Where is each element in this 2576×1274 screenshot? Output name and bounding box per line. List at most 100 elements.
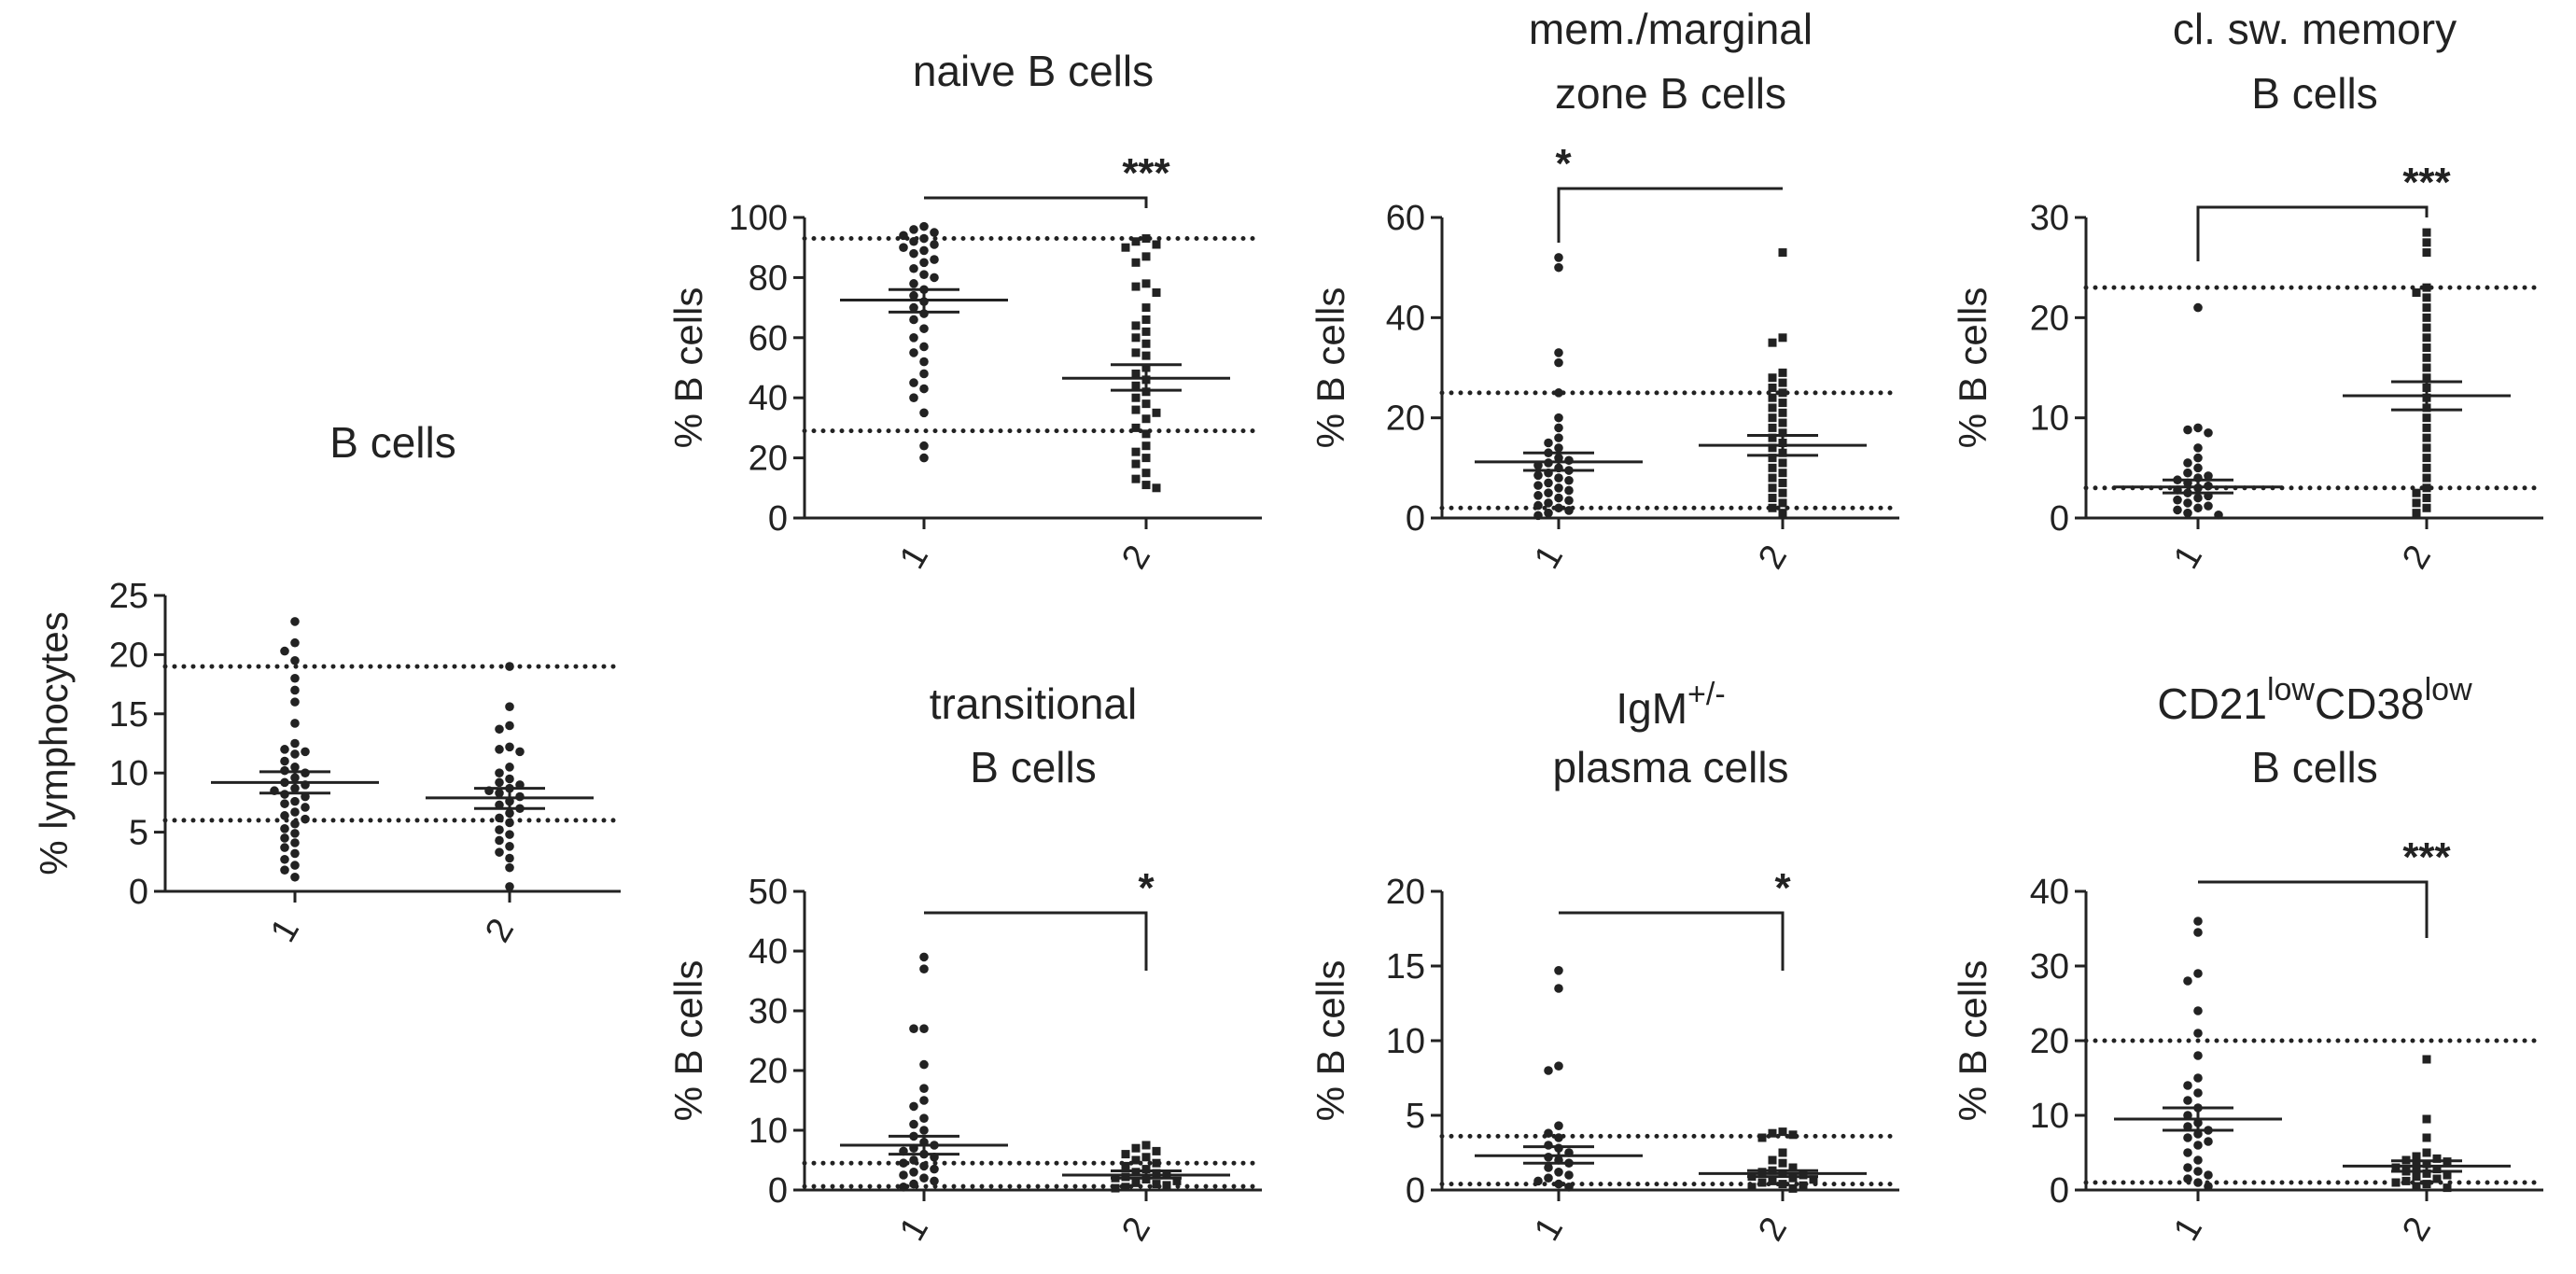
data-point (1533, 491, 1543, 500)
data-point (1778, 368, 1787, 377)
y-tick-label: 30 (749, 992, 788, 1031)
data-point (2204, 1137, 2213, 1146)
data-point (919, 964, 929, 973)
y-tick-label: 20 (1386, 873, 1425, 912)
data-point (280, 756, 289, 766)
x-tick-label: 1 (2166, 539, 2210, 575)
data-point (1554, 253, 1563, 262)
data-point (909, 393, 918, 403)
data-point (1788, 1163, 1798, 1172)
data-point (2193, 1178, 2203, 1187)
data-point (1141, 234, 1151, 244)
data-point (1141, 252, 1151, 261)
data-point (290, 655, 300, 665)
data-point (2422, 483, 2431, 493)
data-point (1141, 481, 1151, 490)
data-point (2193, 493, 2203, 503)
data-point (280, 646, 289, 656)
data-point (1778, 399, 1787, 408)
data-point (1747, 1183, 1757, 1192)
data-point (919, 1173, 929, 1183)
data-point (505, 853, 514, 863)
data-point (1131, 1143, 1141, 1153)
data-point (909, 378, 918, 387)
significance-bracket (1559, 911, 1785, 971)
data-point (505, 808, 514, 819)
data-point (2422, 454, 2431, 463)
data-point (2422, 443, 2431, 453)
data-point (1768, 473, 1777, 483)
data-point (495, 835, 504, 846)
data-point (919, 952, 929, 962)
data-point (2422, 363, 2431, 372)
data-point (1778, 378, 1787, 387)
data-point (2214, 510, 2223, 520)
data-point (2193, 1006, 2203, 1015)
data-point (1554, 262, 1563, 273)
data-point (1768, 454, 1777, 463)
data-point (1533, 511, 1543, 521)
data-point (1554, 1133, 1563, 1142)
data-point (1554, 1168, 1563, 1177)
data-point (1131, 1178, 1141, 1187)
data-point (1554, 984, 1563, 993)
data-point (909, 1119, 918, 1129)
y-tick-label: 0 (768, 1171, 788, 1211)
data-point (899, 1158, 908, 1168)
data-point (1141, 399, 1151, 409)
data-point (1131, 258, 1141, 267)
data-point (1131, 321, 1141, 330)
data-point (1554, 1121, 1563, 1130)
data-point (1544, 438, 1553, 448)
y-axis-label: % B cells (666, 287, 710, 449)
x-tick-label: 2 (1751, 1211, 1795, 1247)
data-point (2173, 505, 2182, 515)
data-point (2183, 1081, 2192, 1090)
data-point (1768, 423, 1777, 432)
data-point (2204, 501, 2213, 511)
data-point (280, 843, 289, 852)
data-point (1768, 494, 1777, 503)
data-point (495, 745, 504, 754)
data-point (2183, 1096, 2192, 1105)
y-tick-label: 0 (1406, 1171, 1425, 1211)
data-point (1544, 488, 1553, 497)
data-point (2443, 1183, 2452, 1193)
significance-bracket (1557, 187, 1783, 243)
data-point (1768, 338, 1777, 347)
x-tick-label: 2 (2395, 539, 2439, 575)
data-point (290, 838, 300, 847)
data-point (1141, 454, 1151, 463)
data-point (2183, 1133, 2192, 1142)
title-part: CD21 (2157, 679, 2267, 728)
data-point (280, 811, 289, 820)
y-tick-label: 50 (749, 873, 788, 912)
data-point (2432, 1154, 2442, 1163)
data-point (1131, 333, 1141, 343)
data-point (1533, 500, 1543, 511)
data-point (909, 248, 918, 259)
data-point (505, 763, 514, 772)
data-point (290, 738, 300, 749)
data-point (2183, 976, 2192, 986)
panel-title-line-1: cl. sw. memory (2173, 5, 2457, 53)
data-point (930, 1164, 939, 1174)
data-point (2422, 1148, 2431, 1157)
data-point (495, 777, 504, 788)
data-point (1131, 474, 1141, 483)
data-point (1131, 381, 1141, 390)
data-point (909, 1101, 918, 1112)
data-point (909, 290, 918, 301)
data-point (1131, 1155, 1141, 1165)
data-point (1131, 348, 1141, 357)
data-point (1152, 288, 1161, 297)
significance-marker: *** (2402, 160, 2451, 205)
data-point (1544, 1141, 1553, 1150)
x-tick-label: 1 (2166, 1211, 2210, 1247)
x-tick-label: 2 (478, 912, 522, 948)
title-superscript: low (2425, 672, 2472, 707)
data-point (1121, 1161, 1130, 1170)
data-point (1778, 1127, 1787, 1137)
x-tick-label: 1 (1527, 1211, 1571, 1247)
data-point (1778, 408, 1787, 417)
